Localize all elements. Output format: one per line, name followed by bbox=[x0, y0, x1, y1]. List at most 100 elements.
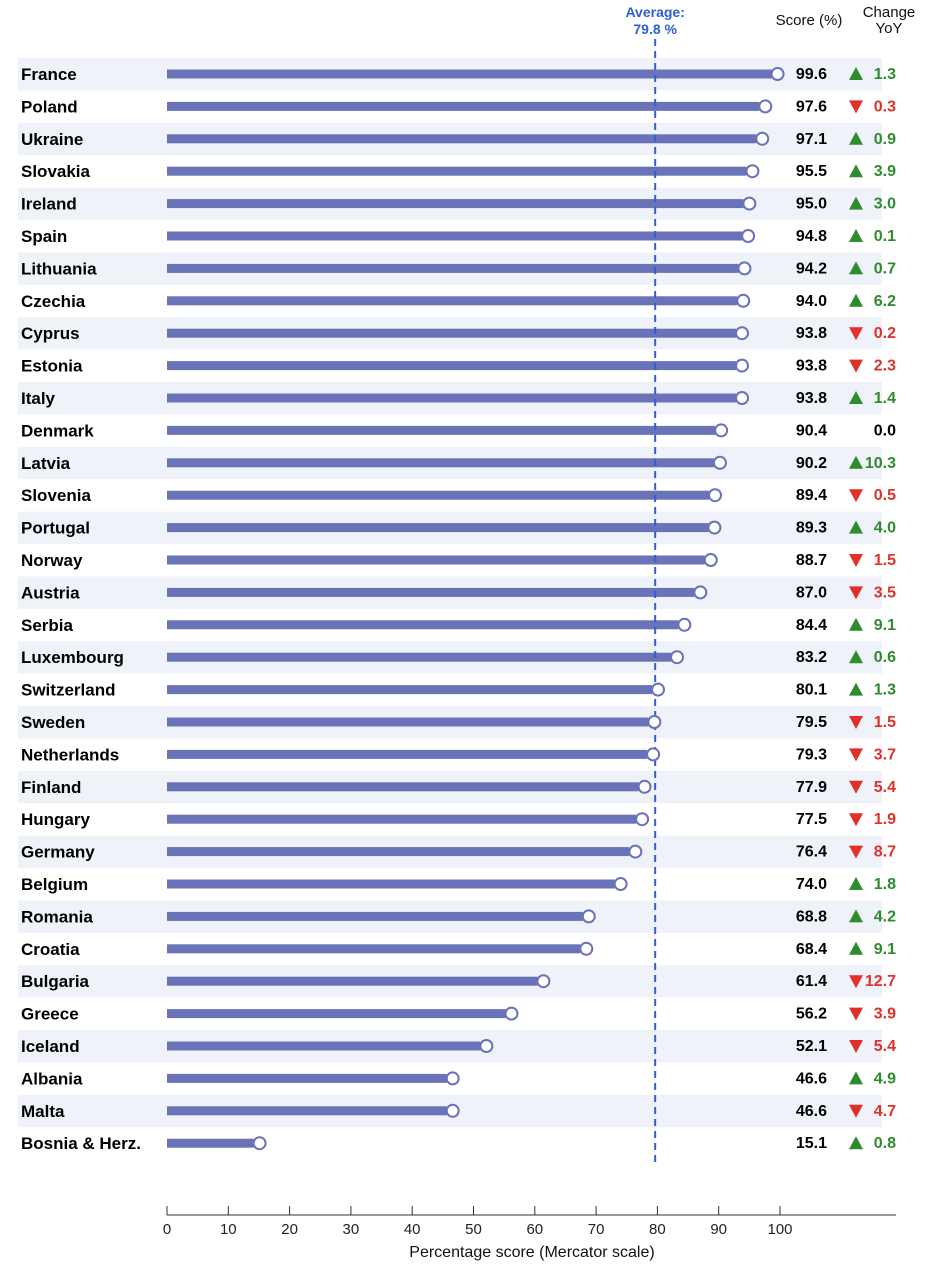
markers-layer bbox=[252, 67, 785, 1151]
score-value: 95.5 bbox=[796, 163, 827, 180]
bar-end-marker bbox=[734, 358, 749, 373]
change-value: 1.8 bbox=[874, 876, 896, 893]
change-column-header-line2: YoY bbox=[876, 20, 903, 37]
score-value: 68.4 bbox=[796, 941, 827, 958]
x-axis-label: Percentage score (Mercator scale) bbox=[409, 1244, 654, 1261]
score-value: 93.8 bbox=[796, 358, 827, 375]
bar bbox=[167, 425, 716, 435]
bar bbox=[167, 101, 760, 111]
bar bbox=[167, 458, 714, 468]
x-tick-label: 70 bbox=[588, 1221, 605, 1238]
change-value: 0.7 bbox=[874, 260, 896, 277]
score-value: 68.8 bbox=[796, 908, 827, 925]
change-up-icon bbox=[849, 650, 863, 664]
bar-end-marker bbox=[479, 1039, 494, 1053]
bars-layer bbox=[167, 69, 772, 1148]
change-up-icon bbox=[849, 1071, 863, 1085]
change-column-header-line1: Change bbox=[863, 4, 916, 21]
bar bbox=[167, 69, 772, 79]
country-label: Lithuania bbox=[21, 259, 97, 278]
score-value: 52.1 bbox=[796, 1038, 827, 1055]
change-up-icon bbox=[849, 164, 863, 178]
change-up-icon bbox=[849, 131, 863, 145]
bar-end-marker bbox=[647, 715, 662, 729]
country-label: Luxembourg bbox=[21, 648, 124, 667]
score-column-header: Score (%) bbox=[776, 12, 843, 29]
bar-end-marker bbox=[693, 585, 708, 600]
country-label: Romania bbox=[21, 907, 93, 926]
bar-end-marker bbox=[708, 488, 723, 503]
score-value: 61.4 bbox=[796, 973, 827, 990]
score-value: 93.8 bbox=[796, 390, 827, 407]
change-down-icon bbox=[849, 780, 863, 794]
change-value: 3.5 bbox=[874, 584, 896, 601]
change-value: 6.2 bbox=[874, 293, 896, 310]
bar bbox=[167, 814, 637, 824]
average-value-label: 79.8 % bbox=[633, 21, 677, 37]
bar-end-marker bbox=[504, 1006, 519, 1021]
country-label: Croatia bbox=[21, 940, 80, 959]
bar bbox=[167, 1041, 481, 1051]
country-label: Poland bbox=[21, 97, 78, 116]
bar bbox=[167, 134, 757, 144]
change-value: 4.2 bbox=[874, 908, 896, 925]
change-up-icon bbox=[849, 391, 863, 404]
bar bbox=[167, 1073, 447, 1083]
country-label: Netherlands bbox=[21, 745, 119, 764]
change-up-icon bbox=[849, 520, 863, 534]
change-value: 1.5 bbox=[874, 714, 896, 731]
bar bbox=[167, 490, 710, 500]
change-value: 3.0 bbox=[874, 196, 896, 213]
score-value: 15.1 bbox=[796, 1135, 827, 1152]
score-value: 90.4 bbox=[796, 422, 827, 439]
score-value: 84.4 bbox=[796, 617, 827, 634]
change-value: 2.3 bbox=[874, 358, 896, 375]
bar-end-marker bbox=[770, 67, 785, 81]
change-down-icon bbox=[849, 327, 863, 341]
change-value: 0.2 bbox=[874, 325, 896, 342]
change-value: 10.3 bbox=[865, 455, 896, 472]
bar-end-marker bbox=[579, 941, 594, 956]
bar-end-marker bbox=[703, 553, 718, 567]
change-value: 4.0 bbox=[874, 520, 896, 537]
bar bbox=[167, 587, 695, 597]
bar bbox=[167, 523, 709, 533]
country-label: Bosnia & Herz. bbox=[21, 1134, 141, 1153]
country-label: Greece bbox=[21, 1005, 79, 1024]
score-value: 79.3 bbox=[796, 746, 827, 763]
score-value: 99.6 bbox=[796, 66, 827, 83]
change-up-icon bbox=[849, 909, 863, 923]
country-label: Germany bbox=[21, 843, 95, 862]
country-label: Switzerland bbox=[21, 681, 115, 700]
change-up-icon bbox=[849, 682, 863, 696]
country-label: Albania bbox=[21, 1069, 83, 1088]
change-down-icon bbox=[849, 359, 863, 373]
change-up-icon bbox=[849, 1136, 863, 1150]
change-value: 1.5 bbox=[874, 552, 896, 569]
bar-end-marker bbox=[252, 1136, 267, 1151]
change-down-icon bbox=[849, 1007, 863, 1021]
change-value: 1.3 bbox=[874, 66, 896, 83]
x-tick-label: 90 bbox=[710, 1221, 727, 1238]
bar-end-marker bbox=[637, 779, 652, 794]
bar-end-marker bbox=[714, 423, 729, 438]
x-axis: 0 10 20 30 40 50 60 70 80 90 100 bbox=[163, 1206, 896, 1238]
change-value: 1.9 bbox=[874, 811, 896, 828]
bar-end-marker bbox=[737, 261, 752, 276]
bar-end-marker bbox=[755, 131, 770, 146]
change-value: 1.3 bbox=[874, 682, 896, 699]
bar bbox=[167, 847, 630, 857]
bar bbox=[167, 231, 743, 241]
x-tick-label: 40 bbox=[404, 1221, 421, 1238]
change-value: 0.3 bbox=[874, 98, 896, 115]
bar-end-marker bbox=[613, 877, 628, 891]
change-down-icon bbox=[849, 489, 863, 503]
score-value: 79.5 bbox=[796, 714, 827, 731]
change-up-icon bbox=[849, 617, 863, 631]
country-label: Hungary bbox=[21, 810, 91, 829]
score-value: 46.6 bbox=[796, 1103, 827, 1120]
x-tick-label: 50 bbox=[465, 1221, 482, 1238]
change-value: 3.7 bbox=[874, 746, 896, 763]
bar-end-marker bbox=[734, 391, 749, 405]
country-label: Denmark bbox=[21, 421, 94, 440]
